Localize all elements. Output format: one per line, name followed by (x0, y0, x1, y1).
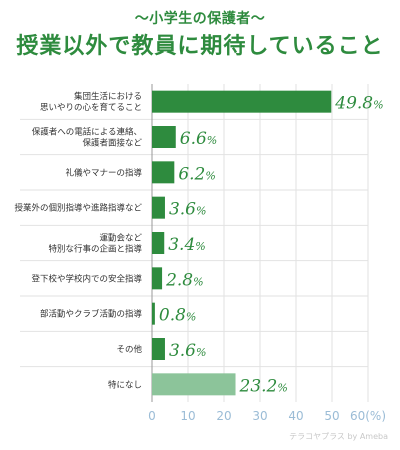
value-label: 3.4% (168, 235, 206, 255)
value-label: 23.2% (239, 376, 288, 396)
chart-title: 授業以外で教員に期待していること (16, 34, 384, 59)
value-label: 6.6% (180, 129, 218, 149)
x-tick-label: 50 (324, 409, 339, 423)
value-label: 3.6% (169, 200, 207, 220)
value-label: 6.2% (178, 164, 216, 184)
category-label: 授業外の個別指導や進路指導など (14, 203, 142, 214)
bar (152, 338, 165, 360)
bar (152, 161, 175, 184)
category-label: 部活動やクラブ活動の指導 (40, 309, 143, 320)
x-tick-label: 20 (216, 409, 231, 423)
bar (152, 302, 155, 325)
value-label: 2.8% (165, 270, 204, 290)
category-label: 礼儀やマナーの指導 (65, 167, 142, 178)
chart-subtitle: ～小学生の保護者～ (134, 11, 266, 27)
category-label: 運動会など特別な行事の企画と指導 (48, 233, 142, 255)
x-tick-label: 0 (148, 409, 156, 423)
category-label: 保護者への電話による連絡、保護者面接など (32, 127, 143, 149)
category-label: 登下校や学校内での安全指導 (31, 273, 142, 284)
category-label: その他 (116, 344, 142, 355)
bar (152, 196, 165, 219)
category-label: 特になし (108, 379, 142, 390)
bar (152, 267, 163, 290)
watermark-logo: テラコヤプラス by Ameba (289, 432, 388, 441)
bar (152, 232, 165, 254)
bar (152, 90, 332, 113)
x-tick-label: 60(%) (350, 409, 386, 423)
value-label: 0.8% (159, 306, 197, 326)
category-label: 集団生活における思いやりの心を育てること (40, 91, 142, 113)
x-tick-label: 30 (252, 409, 267, 423)
value-label: 3.6% (169, 341, 207, 361)
x-tick-label: 40 (288, 409, 303, 423)
bar (152, 373, 236, 396)
value-label: 49.8% (334, 94, 383, 114)
x-tick-label: 10 (180, 409, 195, 423)
bar (152, 126, 176, 148)
